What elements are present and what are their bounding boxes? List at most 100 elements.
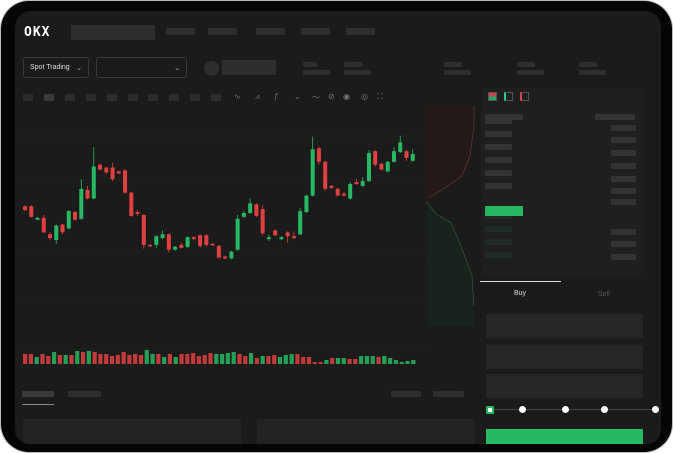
pair-dropdown[interactable]: ⌄ (96, 57, 187, 78)
spot-trading-dropdown[interactable]: Spot Trading ⌄ (23, 57, 89, 78)
interval-button[interactable] (148, 94, 158, 101)
volume-bar (283, 355, 288, 364)
leverage-step[interactable] (652, 406, 659, 413)
nav-item[interactable] (301, 28, 330, 35)
volume-bar (162, 357, 167, 364)
interval-button[interactable] (86, 94, 96, 101)
leverage-slider-track[interactable] (490, 409, 656, 410)
bottom-action[interactable] (433, 391, 464, 397)
orderbook-header-price (485, 114, 523, 120)
nav-item[interactable] (166, 28, 195, 35)
candle (41, 217, 46, 233)
chevron-down-icon: ⌄ (76, 64, 82, 72)
indicator-icon[interactable]: ∿ (234, 92, 241, 101)
leverage-slider-handle[interactable] (486, 406, 494, 414)
orderbook-price[interactable] (485, 252, 512, 258)
nav-item[interactable] (208, 28, 237, 35)
candle (66, 211, 71, 229)
candle (85, 189, 90, 199)
candle (204, 235, 209, 245)
volume-bar (301, 357, 306, 364)
tab-open-orders[interactable] (22, 391, 54, 397)
volume-bar (306, 357, 312, 364)
interval-button[interactable] (23, 94, 33, 101)
settings-icon[interactable]: ◎ (361, 92, 368, 101)
orderbook-price[interactable] (485, 131, 512, 137)
candle (223, 256, 228, 259)
orderbook-price[interactable] (485, 183, 512, 189)
candle (391, 151, 396, 162)
chevron-down-icon[interactable]: ⌄ (294, 92, 301, 101)
volume-bar (330, 358, 335, 364)
interval-button[interactable] (128, 94, 138, 101)
candle (185, 237, 190, 247)
candle (129, 192, 134, 216)
pencil-icon[interactable]: ⊘ (328, 92, 335, 101)
volume-bar (196, 356, 202, 364)
asks-only-icon[interactable] (520, 92, 529, 101)
volume-bar (121, 352, 126, 364)
candle (348, 184, 353, 199)
orderbook-price[interactable] (485, 157, 512, 163)
candle (160, 234, 165, 239)
candle (110, 167, 115, 180)
volume-bar (260, 356, 265, 364)
candle (60, 224, 65, 233)
orderbook-price[interactable] (485, 213, 512, 219)
ask-depth-area (426, 106, 474, 201)
orderbook-price[interactable] (485, 239, 512, 245)
buy-button[interactable] (486, 429, 643, 444)
tab-buy[interactable]: Buy (514, 290, 527, 297)
camera-icon[interactable]: ◉ (343, 92, 350, 101)
orderbook-amount (611, 241, 636, 247)
bids-only-icon[interactable] (504, 92, 513, 101)
tab-order-history[interactable] (68, 391, 101, 397)
volume-bar (266, 356, 271, 364)
nav-item[interactable] (346, 28, 375, 35)
candlestick-chart[interactable] (15, 106, 427, 376)
leverage-step[interactable] (601, 406, 608, 413)
interval-button[interactable] (107, 94, 117, 101)
orderbook-price[interactable] (485, 144, 512, 150)
orderbook-price[interactable] (485, 170, 512, 176)
candle (254, 204, 259, 216)
search-bar[interactable] (71, 25, 155, 40)
interval-button[interactable] (169, 94, 179, 101)
formula-icon[interactable]: ƒ (274, 92, 279, 101)
candle (291, 236, 296, 239)
nav-item[interactable] (256, 28, 285, 35)
leverage-step[interactable] (562, 406, 569, 413)
candle (229, 251, 234, 259)
candle (148, 244, 153, 247)
orderbook-price[interactable] (485, 226, 512, 232)
price-input[interactable] (486, 314, 643, 338)
volume-bar (388, 358, 393, 364)
volume-bar (324, 360, 329, 364)
orderbook-price[interactable] (485, 118, 512, 124)
candle (98, 164, 103, 170)
stat-label (444, 62, 462, 67)
interval-button-active[interactable] (44, 94, 54, 101)
candle (29, 206, 34, 217)
volume-bar (359, 356, 364, 364)
bottom-action[interactable] (391, 391, 421, 397)
trading-screen: OKX Spot Trading ⌄ ⌄ ∿ ⩘ ƒ ⌄ 〜 ⊘ ◉ ◎ ⛶ (15, 11, 661, 444)
volume-bar (173, 357, 178, 364)
both-sides-icon[interactable] (488, 92, 497, 101)
tab-sell[interactable]: Sell (598, 291, 610, 298)
wave-icon[interactable]: 〜 (312, 93, 320, 102)
volume-bar (248, 353, 254, 364)
candle (398, 142, 403, 153)
total-input[interactable] (486, 374, 643, 398)
amount-input[interactable] (486, 345, 643, 369)
candle (373, 151, 378, 165)
leverage-step[interactable] (519, 406, 526, 413)
interval-button[interactable] (65, 94, 75, 101)
depth-chart (426, 106, 475, 326)
volume-bar (109, 356, 115, 364)
line-chart-icon[interactable]: ⩘ (255, 92, 260, 101)
fullscreen-icon[interactable]: ⛶ (377, 92, 383, 101)
interval-button[interactable] (211, 94, 221, 101)
okx-logo[interactable]: OKX (24, 25, 51, 40)
interval-button[interactable] (190, 94, 200, 101)
